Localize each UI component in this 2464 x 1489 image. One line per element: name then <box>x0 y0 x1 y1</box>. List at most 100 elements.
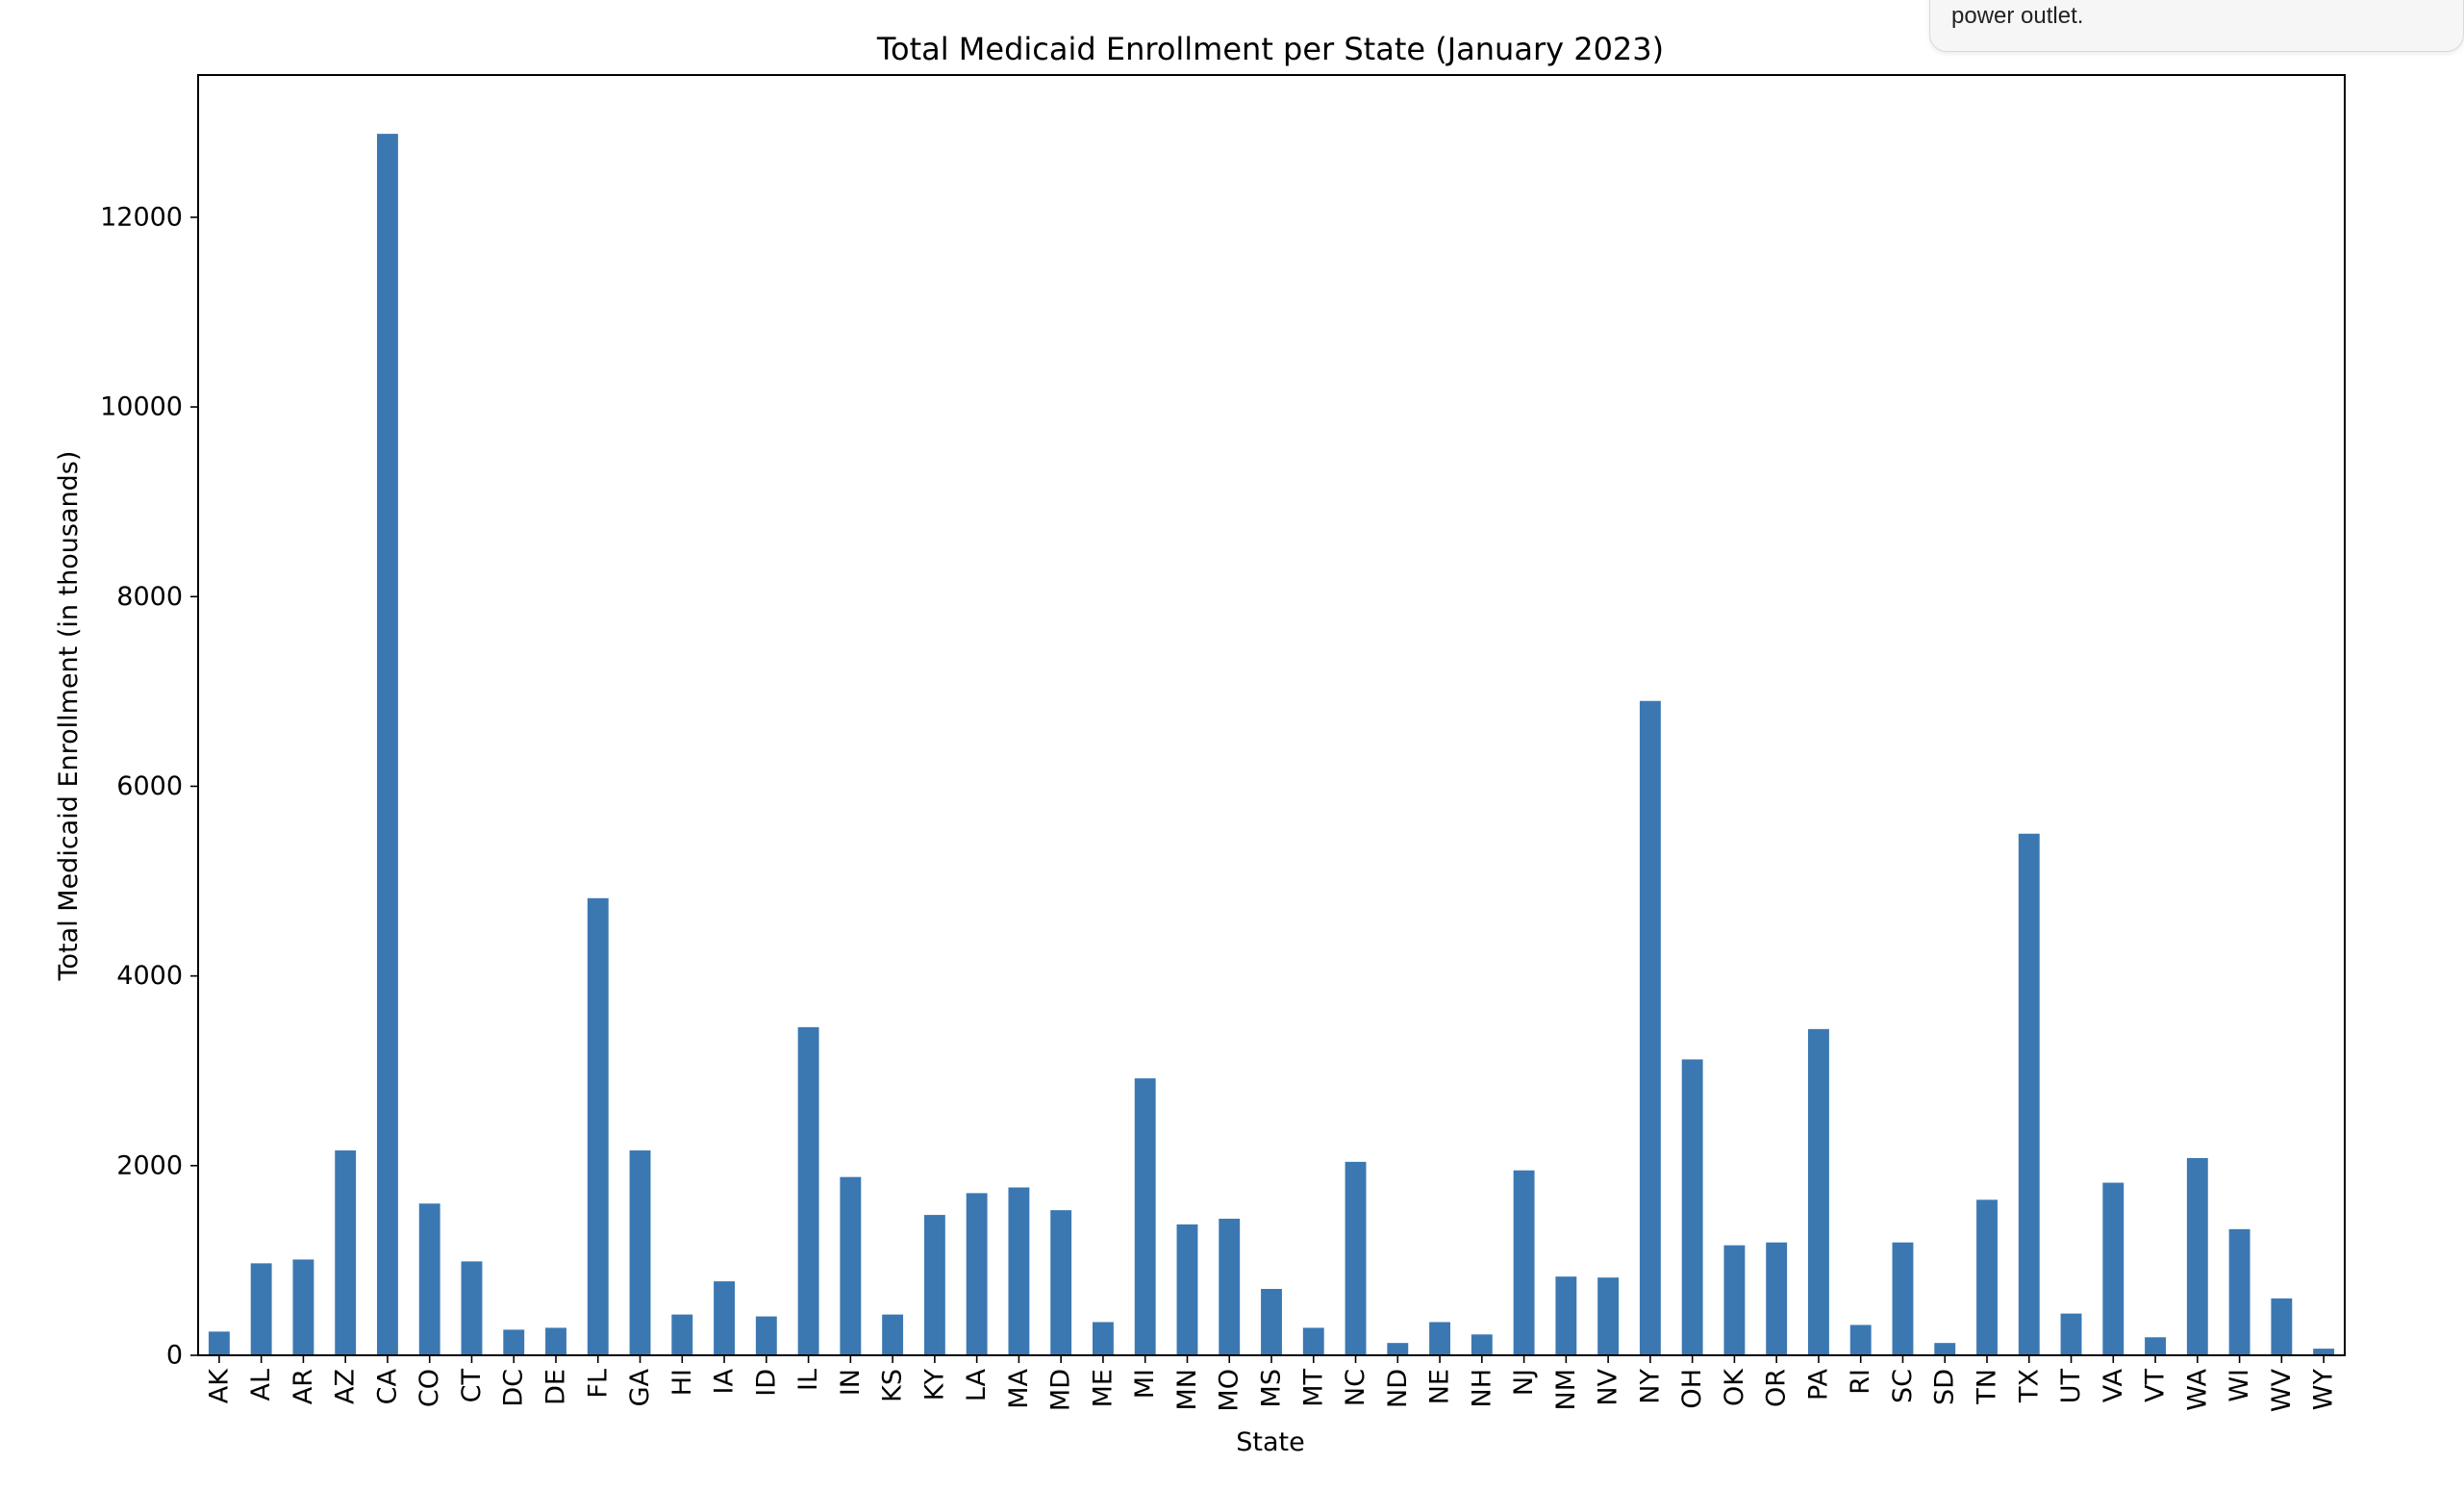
bar-sc <box>1892 1242 1914 1355</box>
bar-in <box>840 1176 862 1355</box>
x-tick-label-va: VA <box>2099 1368 2128 1402</box>
y-axis: 0 2000 4000 6000 8000 10000 12000 <box>100 202 198 1371</box>
x-tick-label-pa: PA <box>1803 1368 1833 1401</box>
bar-de <box>545 1327 566 1355</box>
bar-la <box>966 1193 988 1355</box>
x-tick-label-wi: WI <box>2225 1369 2254 1402</box>
bar-ct <box>461 1261 483 1355</box>
x-tick-label-sc: SC <box>1888 1369 1918 1403</box>
y-tick-label-2000: 2000 <box>116 1150 183 1180</box>
y-tick-label-6000: 6000 <box>116 771 183 801</box>
bar-ca <box>377 134 398 1355</box>
x-axis: AK AL AR AZ CA CO CT DC DE FL GA HI IA ID IL IN KS KY LA MA… <box>204 1355 2339 1412</box>
x-tick-label-il: IL <box>793 1369 823 1391</box>
x-tick-label-ky: KY <box>919 1369 949 1401</box>
bar-ia <box>714 1281 735 1355</box>
x-tick-label-ny: NY <box>1635 1369 1665 1404</box>
bar-nm <box>1555 1276 1577 1355</box>
bar-co <box>418 1203 440 1355</box>
bar-wy <box>2313 1349 2335 1355</box>
bar-ok <box>1723 1245 1746 1355</box>
x-tick-label-ok: OK <box>1720 1368 1749 1406</box>
bar-or <box>1766 1242 1788 1355</box>
bar-dc <box>503 1329 525 1355</box>
x-tick-label-mt: MT <box>1298 1369 1328 1407</box>
bar-oh <box>1681 1059 1703 1355</box>
bar-mn <box>1176 1224 1198 1355</box>
y-tick-label-12000: 12000 <box>100 202 183 232</box>
bar-sd <box>1934 1343 1956 1355</box>
x-tick-label-in: IN <box>836 1369 866 1396</box>
x-tick-label-wv: WV <box>2267 1368 2297 1412</box>
x-tick-label-or: OR <box>1762 1369 1792 1407</box>
bar-pa <box>1808 1028 1829 1355</box>
bar-ut <box>2060 1313 2082 1355</box>
bar-mt <box>1302 1327 1324 1355</box>
x-tick-label-md: MD <box>1046 1369 1076 1411</box>
y-tick-label-0: 0 <box>166 1341 183 1371</box>
x-tick-label-mo: MO <box>1215 1369 1245 1412</box>
bar-ny <box>1639 700 1661 1355</box>
x-tick-label-ut: UT <box>2056 1369 2086 1404</box>
x-tick-label-hi: HI <box>667 1369 697 1396</box>
x-tick-label-mi: MI <box>1130 1369 1160 1399</box>
bar-tx <box>2018 833 2040 1355</box>
bar-nd <box>1387 1343 1409 1355</box>
notification-text: power outlet. <box>1951 3 2084 29</box>
x-tick-label-ks: KS <box>878 1369 908 1402</box>
x-tick-label-nv: NV <box>1594 1368 1623 1405</box>
y-tick-label-10000: 10000 <box>100 392 183 422</box>
x-tick-label-nj: NJ <box>1509 1369 1539 1396</box>
x-tick-label-nc: NC <box>1341 1369 1370 1406</box>
x-tick-label-ms: MS <box>1257 1369 1287 1407</box>
bar-nh <box>1471 1334 1493 1355</box>
bar-wv <box>2271 1298 2293 1355</box>
notification-toast[interactable]: power outlet. <box>1929 0 2464 52</box>
x-tick-label-dc: DC <box>499 1369 529 1407</box>
bar-va <box>2102 1182 2125 1355</box>
bar-ma <box>1008 1187 1030 1355</box>
x-tick-label-co: CO <box>415 1369 444 1407</box>
bars-group <box>208 134 2335 1355</box>
x-tick-label-tn: TN <box>1973 1369 2002 1405</box>
bar-ri <box>1849 1325 1872 1355</box>
x-tick-label-la: LA <box>962 1368 992 1401</box>
y-axis-label: Total Medicaid Enrollment (in thousands) <box>54 451 84 982</box>
chart-title: Total Medicaid Enrollment per State (Jan… <box>876 31 1664 67</box>
x-tick-label-wy: WY <box>2309 1369 2339 1411</box>
bar-mo <box>1219 1219 1241 1355</box>
x-tick-label-vt: VT <box>2141 1368 2171 1401</box>
bar-ky <box>923 1215 945 1355</box>
bar-md <box>1050 1210 1072 1355</box>
bar-wa <box>2186 1157 2208 1355</box>
x-tick-label-ne: NE <box>1425 1369 1455 1404</box>
bar-nc <box>1345 1161 1367 1355</box>
bar-nj <box>1513 1170 1535 1355</box>
x-tick-label-sd: SD <box>1930 1369 1960 1405</box>
bar-nv <box>1597 1277 1620 1355</box>
x-tick-label-nd: ND <box>1383 1369 1413 1408</box>
bar-fl <box>587 897 609 1355</box>
bar-tn <box>1976 1199 1998 1355</box>
x-tick-label-tx: TX <box>2014 1369 2044 1403</box>
x-axis-label: State <box>1236 1427 1304 1457</box>
bar-ne <box>1429 1322 1450 1355</box>
x-tick-label-ga: GA <box>625 1368 655 1406</box>
bar-al <box>250 1263 272 1355</box>
bar-ms <box>1261 1288 1282 1355</box>
x-tick-label-ia: IA <box>710 1368 740 1394</box>
x-tick-label-ct: CT <box>457 1369 487 1403</box>
x-tick-label-nh: NH <box>1467 1369 1496 1408</box>
x-tick-label-mn: MN <box>1172 1369 1202 1411</box>
bar-me <box>1093 1322 1114 1355</box>
y-tick-label-8000: 8000 <box>116 582 183 612</box>
bar-ar <box>292 1259 314 1355</box>
x-tick-label-az: AZ <box>331 1369 361 1404</box>
x-tick-label-fl: FL <box>583 1369 613 1399</box>
y-tick-label-4000: 4000 <box>116 961 183 991</box>
bar-mi <box>1134 1078 1156 1355</box>
bar-ks <box>882 1314 904 1355</box>
x-tick-label-me: ME <box>1088 1369 1118 1407</box>
